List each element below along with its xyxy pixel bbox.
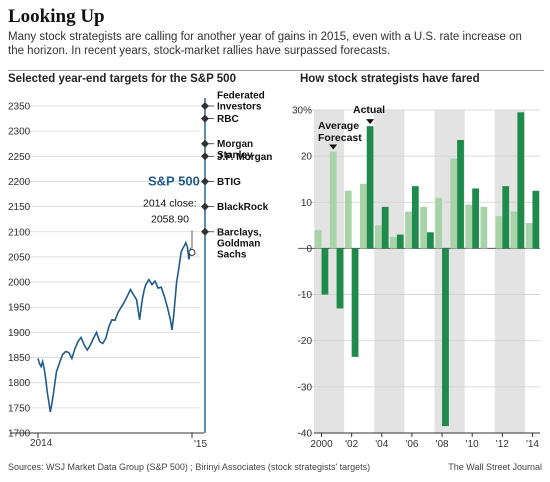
left-x-tick: 2014 (30, 438, 53, 449)
left-y-tick: 2150 (8, 202, 31, 213)
sp500-series-line (37, 240, 193, 413)
credit-note: The Wall Street Journal (448, 462, 542, 472)
sp500-annotations: S&P 500 2014 close: 2058.90 (143, 173, 200, 256)
left-y-tick: 1950 (8, 303, 31, 314)
left-gridlines (10, 105, 204, 438)
left-y-tick: 1800 (8, 378, 31, 389)
close-value: 2058.90 (151, 214, 189, 226)
close-label: 2014 close: (143, 198, 197, 210)
left-y-tick-labels: 1700 1750 1800 1850 1900 1950 2000 2050 2100 2150… (8, 102, 31, 440)
left-y-tick: 1850 (8, 353, 31, 364)
target-label: BlackRock (217, 202, 269, 213)
target-label: Barclays, (217, 227, 262, 238)
right-chart-title: How stock strategists have fared (300, 73, 480, 85)
target-label: Federated (217, 91, 265, 102)
left-y-tick: 1750 (8, 403, 31, 414)
left-x-tick: '15 (194, 439, 207, 450)
target-label: J.P. Morgan (217, 152, 272, 163)
target-label: Morgan (217, 139, 253, 150)
target-label: RBC (217, 114, 239, 125)
target-label: Sachs (217, 249, 247, 260)
left-y-tick: 2350 (8, 102, 31, 113)
divider (8, 70, 544, 71)
target-label: Investors (217, 102, 262, 113)
left-y-tick: 2250 (8, 152, 31, 163)
sp500-series-label: S&P 500 (148, 173, 200, 188)
left-chart-title: Selected year-end targets for the S&P 50… (8, 73, 236, 85)
close-marker (188, 248, 196, 256)
left-y-tick: 2100 (8, 227, 31, 238)
left-y-tick: 2300 (8, 127, 31, 138)
left-x-tick-labels: 2014 '15 (30, 438, 207, 450)
target-label: Stanley (217, 150, 253, 161)
page-subtitle: Many stock strategists are calling for a… (8, 31, 522, 57)
target-label: BTIG (217, 177, 241, 188)
left-y-tick: 2000 (8, 278, 31, 289)
left-y-tick: 1700 (8, 429, 31, 440)
page-title: Looking Up (8, 6, 105, 27)
target-label: Goldman (217, 238, 260, 249)
left-y-tick: 1900 (8, 328, 31, 339)
left-y-tick: 2200 (8, 177, 31, 188)
source-note: Sources: WSJ Market Data Group (S&P 500)… (8, 462, 371, 472)
left-y-tick: 2050 (8, 252, 31, 263)
